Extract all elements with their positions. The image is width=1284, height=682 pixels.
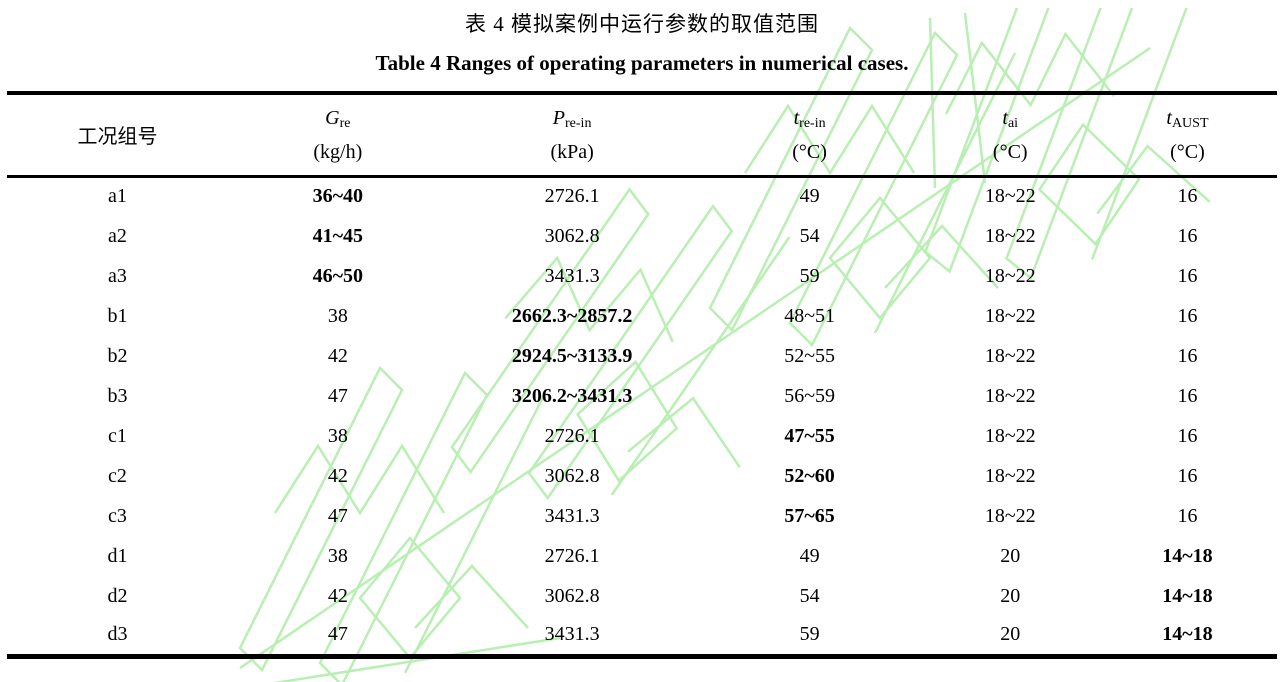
cell-value: 18~22 [984, 264, 1036, 287]
cell-value: 59 [799, 623, 820, 646]
cell-value: 18~22 [984, 424, 1036, 447]
cell-value: 16 [1177, 504, 1198, 527]
cell-value: 20 [1000, 544, 1021, 567]
cell-value: 16 [1177, 304, 1198, 327]
cell-value: 47 [327, 623, 348, 646]
cell-value: 38 [327, 544, 348, 567]
cell-case-id: c2 [108, 464, 127, 487]
column-header-symbol-G-re: Gre [325, 107, 351, 131]
cell-value: 3431.3 [544, 264, 600, 287]
table-caption-chinese: 表 4 模拟案例中运行参数的取值范围 [465, 12, 819, 36]
cell-value: 46~50 [312, 264, 364, 287]
column-header-unit-1: (kPa) [550, 140, 594, 163]
cell-value: 52~55 [784, 344, 836, 367]
column-header-case-group: 工况组号 [77, 126, 158, 149]
cell-value: 3431.3 [544, 623, 600, 646]
cell-value: 16 [1177, 344, 1198, 367]
cell-value: 54 [799, 224, 820, 247]
cell-value: 14~18 [1162, 584, 1213, 607]
cell-value: 18~22 [984, 224, 1036, 247]
cell-value: 54 [799, 584, 820, 607]
column-header-symbol-P-re-in: Pre-in [552, 107, 592, 131]
table-row-b3: b3 47 3206.2~3431.3 56~59 18~22 16 [7, 376, 1277, 416]
table-row-b1: b1 38 2662.3~2857.2 48~51 18~22 16 [7, 296, 1277, 336]
table-row-a1: a1 36~40 2726.1 49 18~22 16 [7, 176, 1277, 216]
cell-case-id: d1 [107, 544, 128, 567]
column-header-unit-0: (kg/h) [313, 140, 363, 163]
cell-value: 56~59 [784, 384, 836, 407]
column-header-unit-4: (°C) [1170, 140, 1205, 163]
cell-value: 16 [1177, 424, 1198, 447]
cell-value: 3206.2~3431.3 [511, 384, 633, 407]
cell-value: 57~65 [784, 504, 835, 527]
cell-value: 18~22 [984, 304, 1036, 327]
cell-case-id: b3 [107, 384, 128, 407]
cell-case-id: d2 [107, 584, 128, 607]
cell-value: 3062.8 [544, 464, 600, 487]
cell-value: 49 [799, 544, 820, 567]
cell-value: 47 [327, 384, 348, 407]
cell-value: 48~51 [784, 304, 836, 327]
cell-value: 38 [327, 304, 348, 327]
cell-value: 47~55 [784, 424, 835, 447]
cell-case-id: a2 [108, 224, 127, 247]
table-row-c3: c3 47 3431.3 57~65 18~22 16 [7, 496, 1277, 536]
cell-value: 42 [327, 584, 348, 607]
table-row-d2: d2 42 3062.8 54 20 14~18 [7, 576, 1277, 616]
cell-value: 18~22 [984, 344, 1036, 367]
cell-case-id: b1 [107, 304, 128, 327]
cell-value: 3431.3 [544, 504, 600, 527]
cell-value: 42 [327, 344, 348, 367]
table-header: 工况组号 Gre Pre-in tre-in tai tAUST (kg/h) (kPa) (… [7, 93, 1277, 176]
parameters-table: 工况组号 Gre Pre-in tre-in tai tAUST (kg/h) (kPa) (… [7, 91, 1277, 659]
cell-value: 16 [1177, 384, 1198, 407]
cell-value: 38 [327, 424, 348, 447]
cell-value: 14~18 [1162, 623, 1213, 646]
column-header-symbol-t-AUST: tAUST [1166, 107, 1209, 131]
cell-value: 41~45 [312, 224, 364, 247]
cell-value: 20 [1000, 584, 1021, 607]
table-row-b2: b2 42 2924.5~3133.9 52~55 18~22 16 [7, 336, 1277, 376]
table-row-c2: c2 42 3062.8 52~60 18~22 16 [7, 456, 1277, 496]
cell-value: 49 [799, 185, 820, 208]
cell-value: 59 [799, 264, 820, 287]
cell-value: 16 [1177, 464, 1198, 487]
cell-case-id: c1 [108, 424, 127, 447]
table-row-a2: a2 41~45 3062.8 54 18~22 16 [7, 216, 1277, 256]
column-header-unit-3: (°C) [992, 140, 1028, 163]
cell-value: 2726.1 [544, 424, 600, 447]
cell-case-id: d3 [107, 623, 128, 646]
cell-value: 2662.3~2857.2 [511, 304, 633, 327]
cell-value: 16 [1177, 185, 1198, 208]
cell-value: 47 [327, 504, 348, 527]
cell-value: 2726.1 [544, 544, 600, 567]
cell-case-id: c3 [108, 504, 127, 527]
cell-value: 14~18 [1162, 544, 1213, 567]
cell-case-id: a1 [108, 185, 127, 208]
table-row-c1: c1 38 2726.1 47~55 18~22 16 [7, 416, 1277, 456]
cell-case-id: b2 [107, 344, 128, 367]
cell-value: 3062.8 [544, 224, 600, 247]
cell-value: 18~22 [984, 504, 1036, 527]
cell-value: 2924.5~3133.9 [511, 344, 633, 367]
cell-value: 2726.1 [544, 185, 600, 208]
column-header-symbol-t-ai: tai [1002, 107, 1019, 131]
column-header-symbol-t-re-in: tre-in [793, 107, 826, 131]
cell-value: 16 [1177, 264, 1198, 287]
table-row-d1: d1 38 2726.1 49 20 14~18 [7, 536, 1277, 576]
table-row-a3: a3 46~50 3431.3 59 18~22 16 [7, 256, 1277, 296]
cell-value: 52~60 [784, 464, 835, 487]
column-header-unit-2: (°C) [792, 140, 827, 163]
cell-value: 20 [1000, 623, 1021, 646]
cell-value: 18~22 [984, 185, 1036, 208]
cell-value: 3062.8 [544, 584, 600, 607]
cell-case-id: a3 [108, 264, 127, 287]
table-caption-english: Table 4 Ranges of operating parameters i… [375, 51, 909, 75]
cell-value: 42 [327, 464, 348, 487]
cell-value: 16 [1177, 224, 1198, 247]
cell-value: 18~22 [984, 464, 1036, 487]
table-row-d3: d3 47 3431.3 59 20 14~18 [7, 616, 1277, 656]
cell-value: 36~40 [312, 185, 364, 208]
cell-value: 18~22 [984, 384, 1036, 407]
